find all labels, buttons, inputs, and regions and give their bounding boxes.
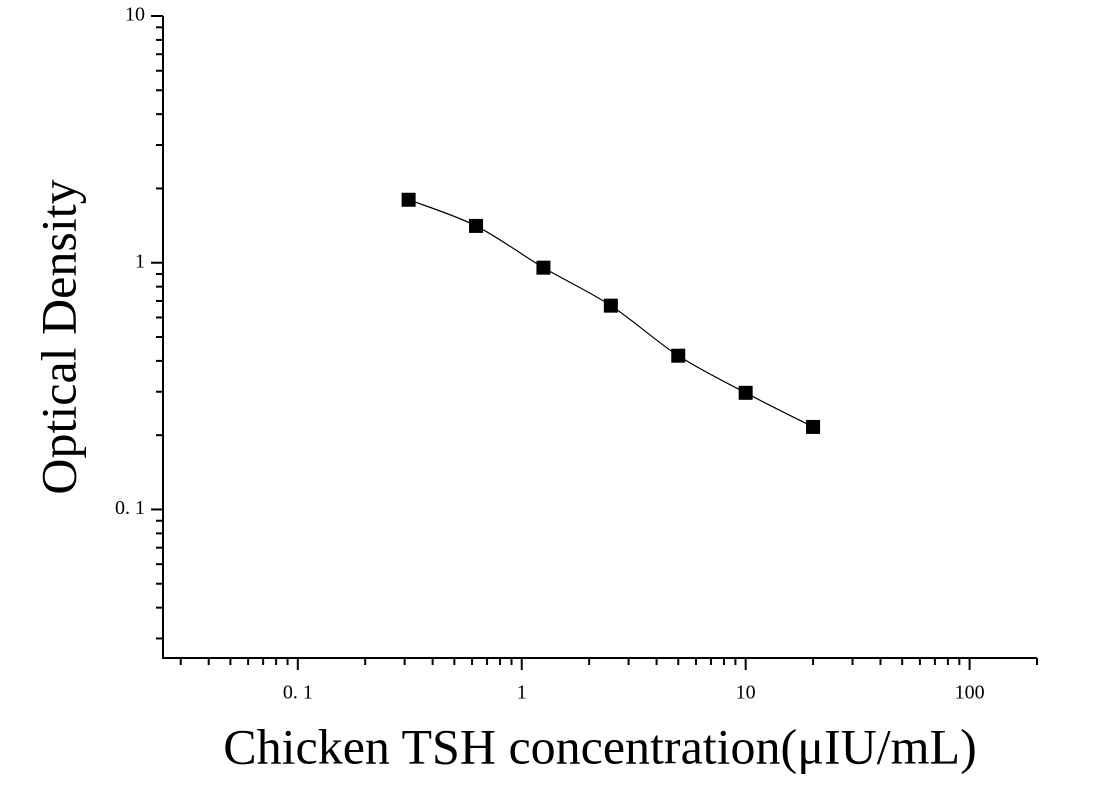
data-point: [536, 260, 551, 275]
x-axis-title: Chicken TSH concentration(μIU/mL): [223, 718, 976, 774]
y-tick-label: 0. 1: [115, 497, 145, 519]
data-point: [738, 385, 753, 400]
y-tick-label: 10: [125, 4, 145, 26]
x-tick-label: 10: [736, 682, 756, 704]
y-tick-label: 1: [135, 250, 145, 272]
x-tick-label: 0. 1: [283, 682, 313, 704]
data-point: [603, 298, 618, 313]
data-point: [401, 192, 416, 207]
y-axis-title: Optical Density: [30, 179, 86, 494]
x-tick-label: 1: [517, 682, 527, 704]
x-tick-label: 100: [955, 682, 985, 704]
data-point: [469, 218, 484, 233]
data-point: [806, 419, 821, 434]
data-point: [671, 348, 686, 363]
